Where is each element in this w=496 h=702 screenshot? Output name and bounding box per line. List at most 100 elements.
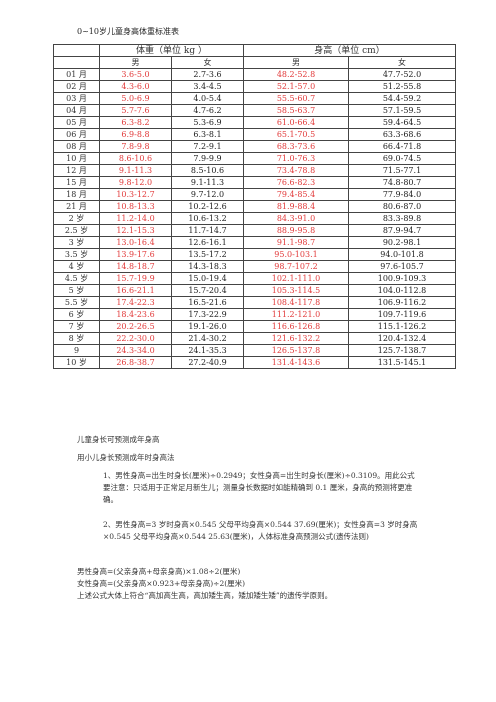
age-cell: 7 岁 bbox=[53, 320, 100, 333]
height-boy-cell: 126.5-137.8 bbox=[243, 344, 349, 357]
weight-girl-cell: 15.7-20.4 bbox=[171, 284, 244, 297]
age-cell: 04 月 bbox=[53, 104, 100, 117]
height-girl-cell: 104.0-112.8 bbox=[348, 284, 456, 297]
age-cell: 10 月 bbox=[53, 152, 100, 165]
height-boy-cell: 102.1-111.0 bbox=[243, 272, 349, 285]
age-cell: 01 月 bbox=[53, 68, 100, 81]
weight-girl-cell: 2.7-3.6 bbox=[171, 68, 244, 81]
age-cell: 4.5 岁 bbox=[53, 272, 100, 285]
table-row: 10 月 8.6-10.6 7.9-9.9 71.0-76.3 69.0-74.5 bbox=[53, 152, 456, 165]
table-row: 4 岁 14.8-18.7 14.3-18.3 98.7-107.2 97.6-105.… bbox=[53, 260, 456, 273]
weight-girl-cell: 7.2-9.1 bbox=[171, 140, 244, 153]
paragraph-male-formula: 男性身高=(父亲身高+母亲身高)×1.08÷2(厘米) bbox=[77, 567, 241, 576]
weight-boy-cell: 9.8-12.0 bbox=[99, 176, 172, 189]
age-cell: 5.5 岁 bbox=[53, 296, 100, 309]
height-boy-cell: 116.6-126.8 bbox=[243, 320, 349, 333]
weight-girl-cell: 5.3-6.9 bbox=[171, 116, 244, 129]
corner-cell bbox=[53, 44, 100, 57]
height-girl-cell: 47.7-52.0 bbox=[348, 68, 456, 81]
table-row: 5.5 岁 17.4-22.3 16.5-21.6 108.4-117.8 106.9-… bbox=[53, 296, 456, 309]
height-boy-cell: 105.3-114.5 bbox=[243, 284, 349, 297]
height-boy-cell: 55.5-60.7 bbox=[243, 92, 349, 105]
table-row: 21 月 10.8-13.3 10.2-12.6 81.9-88.4 80.6-87.0 bbox=[53, 200, 456, 213]
weight-boy-cell: 4.3-6.0 bbox=[99, 80, 172, 93]
height-boy-cell: 79.4-85.4 bbox=[243, 188, 349, 201]
weight-boy-cell: 22.2-30.0 bbox=[99, 332, 172, 345]
table-row: 4.5 岁 15.7-19.9 15.0-19.4 102.1-111.0 100.9-… bbox=[53, 272, 456, 285]
table-row: 10 岁 26.8-38.7 27.2-40.9 131.4-143.6 131.5-1… bbox=[53, 356, 456, 369]
weight-girl-header: 女 bbox=[171, 56, 244, 69]
height-boy-cell: 84.3-91.0 bbox=[243, 212, 349, 225]
age-cell: 2 岁 bbox=[53, 212, 100, 225]
age-cell: 8 岁 bbox=[53, 332, 100, 345]
age-cell: 21 月 bbox=[53, 200, 100, 213]
age-cell: 06 月 bbox=[53, 128, 100, 141]
height-boy-cell: 68.3-73.6 bbox=[243, 140, 349, 153]
height-girl-cell: 66.4-71.8 bbox=[348, 140, 456, 153]
age-cell: 10 岁 bbox=[53, 356, 100, 369]
weight-girl-cell: 19.1-26.0 bbox=[171, 320, 244, 333]
weight-girl-cell: 9.1-11.3 bbox=[171, 176, 244, 189]
weight-boy-cell: 3.6-5.0 bbox=[99, 68, 172, 81]
weight-girl-cell: 3.4-4.5 bbox=[171, 80, 244, 93]
weight-boy-cell: 6.9-8.8 bbox=[99, 128, 172, 141]
table-row: 12 月 9.1-11.3 8.5-10.6 73.4-78.8 71.5-77.1 bbox=[53, 164, 456, 177]
weight-boy-cell: 7.8-9.8 bbox=[99, 140, 172, 153]
weight-boy-cell: 10.3-12.7 bbox=[99, 188, 172, 201]
age-cell: 15 月 bbox=[53, 176, 100, 189]
table-row: 05 月 6.3-8.2 5.3-6.9 61.0-66.4 59.4-64.5 bbox=[53, 116, 456, 129]
age-cell: 6 岁 bbox=[53, 308, 100, 321]
table-group-header-row: 体重（单位 kg ） 身高（单位 cm） bbox=[53, 44, 456, 57]
weight-boy-cell: 24.3-34.0 bbox=[99, 344, 172, 357]
table-body: 01 月 3.6-5.0 2.7-3.6 48.2-52.8 47.7-52.0 02 月… bbox=[53, 68, 456, 369]
weight-girl-cell: 11.7-14.7 bbox=[171, 224, 244, 237]
height-girl-cell: 80.6-87.0 bbox=[348, 200, 456, 213]
weight-group-header: 体重（单位 kg ） bbox=[99, 44, 244, 57]
table-row: 2 岁 11.2-14.0 10.6-13.2 84.3-91.0 83.3-89.8 bbox=[53, 212, 456, 225]
height-girl-cell: 100.9-109.3 bbox=[348, 272, 456, 285]
weight-boy-cell: 8.6-10.6 bbox=[99, 152, 172, 165]
height-girl-cell: 59.4-64.5 bbox=[348, 116, 456, 129]
age-cell: 12 月 bbox=[53, 164, 100, 177]
table-row: 18 月 10.3-12.7 9.7-12.0 79.4-85.4 77.9-84.0 bbox=[53, 188, 456, 201]
weight-boy-header: 男 bbox=[99, 56, 172, 69]
weight-boy-cell: 13.0-16.4 bbox=[99, 236, 172, 249]
weight-girl-cell: 4.7-6.2 bbox=[171, 104, 244, 117]
height-girl-cell: 115.1-126.2 bbox=[348, 320, 456, 333]
age-cell: 18 月 bbox=[53, 188, 100, 201]
table-row: 5 岁 16.6-21.1 15.7-20.4 105.3-114.5 104.0-11… bbox=[53, 284, 456, 297]
age-cell: 02 月 bbox=[53, 80, 100, 93]
document-title: 0~10岁儿童身高体重标准表 bbox=[77, 27, 179, 36]
table-sex-header-row: 男 女 男 女 bbox=[53, 56, 456, 69]
weight-girl-cell: 4.0-5.4 bbox=[171, 92, 244, 105]
weight-boy-cell: 18.4-23.6 bbox=[99, 308, 172, 321]
paragraph-formula-1: 1、男性身高=出生时身长(厘米)÷0.2949；女性身高=出生时身长(厘米)÷0… bbox=[103, 471, 415, 504]
height-boy-cell: 61.0-66.4 bbox=[243, 116, 349, 129]
height-boy-cell: 73.4-78.8 bbox=[243, 164, 349, 177]
height-boy-cell: 81.9-88.4 bbox=[243, 200, 349, 213]
age-cell: 3 岁 bbox=[53, 236, 100, 249]
weight-girl-cell: 16.5-21.6 bbox=[171, 296, 244, 309]
height-girl-cell: 57.1-59.5 bbox=[348, 104, 456, 117]
height-girl-cell: 51.2-55.8 bbox=[348, 80, 456, 93]
weight-boy-cell: 17.4-22.3 bbox=[99, 296, 172, 309]
weight-boy-cell: 10.8-13.3 bbox=[99, 200, 172, 213]
weight-girl-cell: 27.2-40.9 bbox=[171, 356, 244, 369]
weight-girl-cell: 10.6-13.2 bbox=[171, 212, 244, 225]
height-girl-cell: 71.5-77.1 bbox=[348, 164, 456, 177]
weight-girl-cell: 12.6-16.1 bbox=[171, 236, 244, 249]
age-cell: 08 月 bbox=[53, 140, 100, 153]
height-boy-cell: 98.7-107.2 bbox=[243, 260, 349, 273]
weight-boy-cell: 6.3-8.2 bbox=[99, 116, 172, 129]
height-girl-cell: 120.4-132.4 bbox=[348, 332, 456, 345]
table-row: 9 24.3-34.0 24.1-35.3 126.5-137.8 125.7-138.… bbox=[53, 344, 456, 357]
weight-boy-cell: 14.8-18.7 bbox=[99, 260, 172, 273]
weight-boy-cell: 5.7-7.6 bbox=[99, 104, 172, 117]
height-boy-cell: 95.0-103.1 bbox=[243, 248, 349, 261]
height-boy-header: 男 bbox=[243, 56, 349, 69]
table-row: 03 月 5.0-6.9 4.0-5.4 55.5-60.7 54.4-59.2 bbox=[53, 92, 456, 105]
height-girl-cell: 90.2-98.1 bbox=[348, 236, 456, 249]
table-row: 04 月 5.7-7.6 4.7-6.2 58.5-63.7 57.1-59.5 bbox=[53, 104, 456, 117]
age-cell: 4 岁 bbox=[53, 260, 100, 273]
height-boy-cell: 76.6-82.3 bbox=[243, 176, 349, 189]
